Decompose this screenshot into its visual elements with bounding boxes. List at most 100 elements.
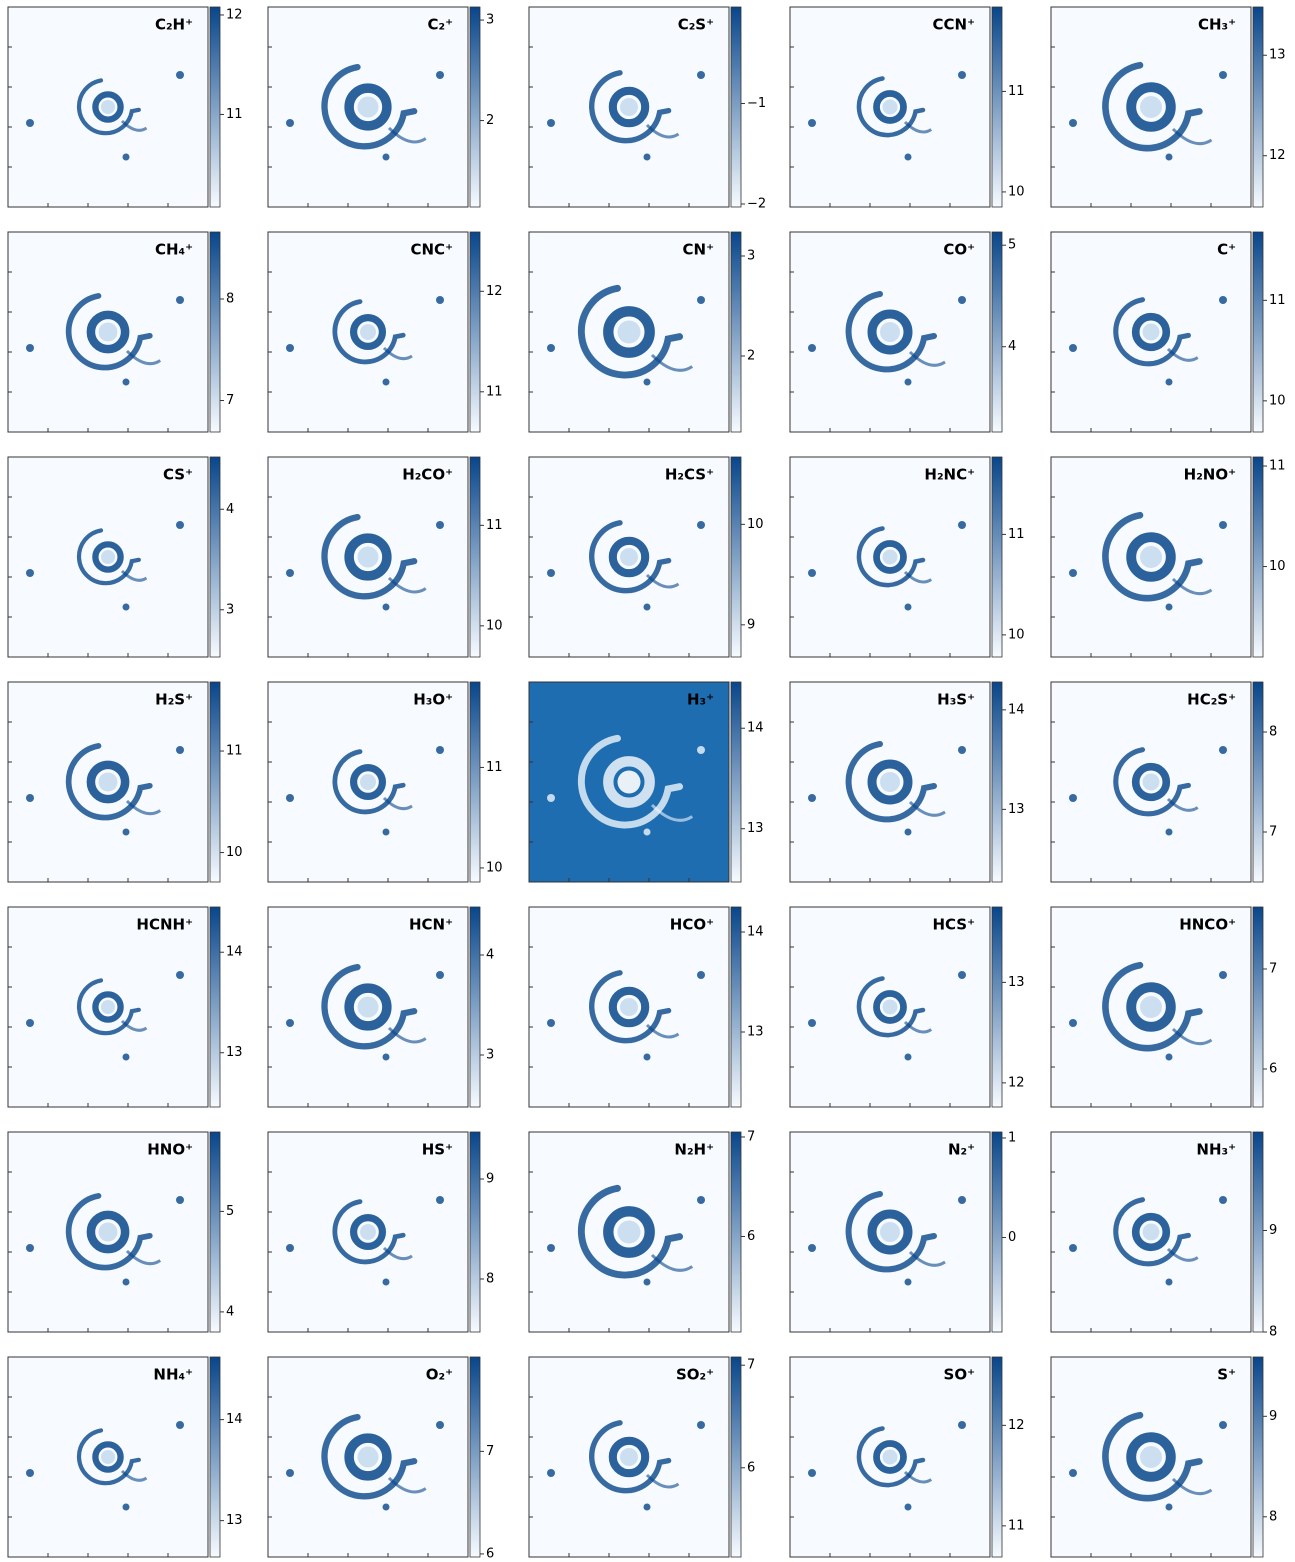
clump — [436, 521, 444, 529]
spiral-arm — [856, 1426, 926, 1488]
spiral-arm — [650, 353, 694, 372]
spiral-arm — [387, 1026, 427, 1044]
clump — [547, 794, 555, 802]
panel: H₃⁺ 13 14 — [528, 681, 764, 883]
panel: NH₃⁺ 8 9 — [1050, 1131, 1277, 1340]
clump — [436, 71, 444, 79]
colorbar — [209, 456, 221, 658]
colorbar-tick-label: 6 — [1269, 1062, 1277, 1077]
panel-title: S⁺ — [1217, 1366, 1236, 1384]
clump — [382, 378, 390, 386]
colorbar-tick-label: 12 — [226, 7, 243, 22]
colorbar-tick-label: 1 — [1008, 1130, 1016, 1145]
panel: CS⁺ 3 4 — [7, 456, 234, 658]
colorbar-tick-label: 12 — [486, 284, 503, 299]
clump — [176, 971, 184, 979]
spiral-center — [101, 1000, 115, 1014]
spiral-core — [867, 1209, 913, 1255]
spiral-center — [620, 998, 638, 1016]
clump — [643, 153, 651, 161]
clump — [547, 119, 555, 127]
spiral-arm — [645, 1023, 680, 1039]
spiral-center — [1142, 323, 1160, 341]
clump — [26, 569, 34, 577]
colorbar-tick-label: 14 — [747, 925, 764, 940]
spiral-core — [344, 83, 392, 131]
clump — [1165, 378, 1173, 386]
colorbar-tick-label: 3 — [747, 249, 755, 264]
clump — [382, 1053, 390, 1061]
panel: H₂CO⁺ 10 11 — [267, 456, 503, 658]
panel: S⁺ 8 9 — [1050, 1356, 1277, 1558]
panel-title: CN⁺ — [683, 241, 714, 259]
spiral-core — [1126, 532, 1176, 582]
map-frame — [267, 456, 469, 658]
panel: HCS⁺ 12 13 — [789, 906, 1025, 1108]
spiral-center — [98, 772, 118, 792]
panel-title: CS⁺ — [163, 466, 193, 484]
spiral-center — [101, 550, 115, 564]
clump — [286, 1244, 294, 1252]
spiral-center — [98, 322, 118, 342]
panel-title: CH₃⁺ — [1198, 16, 1236, 34]
panel-title: H₃⁺ — [687, 691, 714, 709]
colorbar-tick-label: 9 — [1269, 1223, 1277, 1238]
colorbar — [209, 681, 221, 883]
colorbar-tick-label: 7 — [1269, 962, 1277, 977]
map-frame — [267, 6, 469, 208]
panel-title: CNC⁺ — [411, 241, 454, 259]
spiral-core — [1131, 762, 1171, 802]
colorbar-tick-label: 11 — [486, 760, 503, 775]
spiral-arm — [908, 1250, 946, 1267]
map-frame — [528, 681, 730, 883]
spiral-center — [1140, 96, 1162, 118]
map-frame — [267, 1131, 469, 1333]
colorbar-tick-label: 13 — [1008, 975, 1025, 990]
spiral-arm — [76, 528, 141, 586]
colorbar-tick-label: 5 — [1008, 238, 1016, 253]
panel-title: HS⁺ — [422, 1141, 453, 1159]
spiral-arm — [120, 569, 148, 582]
colorbar — [469, 231, 481, 433]
spiral-center — [880, 322, 900, 342]
colorbar-tick-label: 7 — [747, 1129, 755, 1144]
clump — [176, 746, 184, 754]
clump — [697, 1196, 705, 1204]
spiral-center — [357, 1446, 379, 1468]
clump — [1069, 794, 1077, 802]
colorbar-tick-label: 12 — [1008, 1075, 1025, 1090]
spiral-arm — [382, 1246, 413, 1261]
clump — [1219, 296, 1227, 304]
colorbar — [991, 1131, 1003, 1333]
clump — [1219, 746, 1227, 754]
clump — [286, 794, 294, 802]
colorbar — [730, 456, 742, 658]
spiral-arm — [1171, 1027, 1213, 1046]
spiral-arm — [387, 576, 427, 594]
clump — [1069, 569, 1077, 577]
panel: C⁺ 10 11 — [1050, 231, 1286, 433]
clump — [26, 344, 34, 352]
colorbar-tick-label: 7 — [1269, 825, 1277, 840]
map-frame — [789, 231, 991, 433]
colorbar-tick-label: 3 — [226, 602, 234, 617]
panel-title: H₃O⁺ — [413, 691, 453, 709]
spiral-arm — [650, 803, 694, 822]
clump — [808, 794, 816, 802]
spiral-arm — [645, 123, 680, 139]
clump — [1165, 828, 1173, 836]
clump — [1219, 71, 1227, 79]
colorbar — [469, 1356, 481, 1558]
colorbar-tick-label: 11 — [1269, 293, 1286, 308]
clump — [122, 1503, 130, 1511]
colorbar-tick-label: 10 — [486, 860, 503, 875]
colorbar-tick-label: 14 — [1008, 702, 1025, 717]
panel: H₂CS⁺ 9 10 — [528, 456, 764, 658]
colorbar — [991, 231, 1003, 433]
panel-title: H₃S⁺ — [937, 691, 975, 709]
spiral-arm — [125, 799, 162, 816]
colorbar — [469, 906, 481, 1108]
map-frame — [7, 1356, 209, 1558]
spiral-core — [86, 1210, 130, 1254]
clump — [808, 344, 816, 352]
